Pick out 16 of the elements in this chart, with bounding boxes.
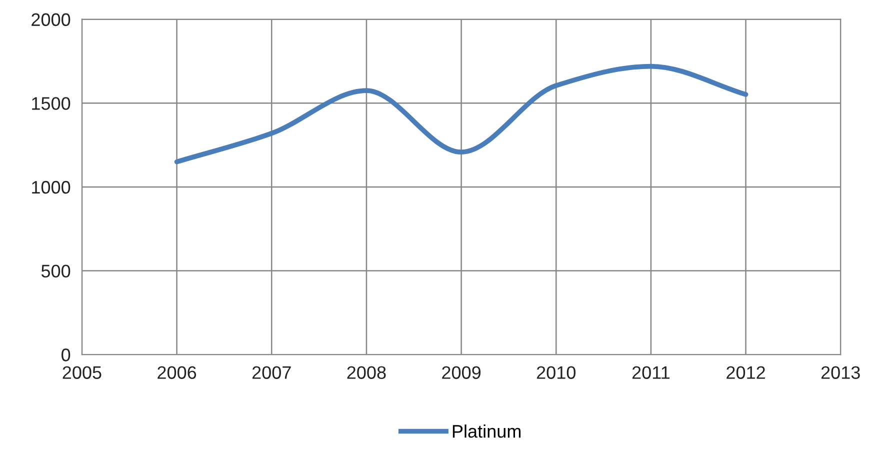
x-tick-label: 2006 xyxy=(158,366,196,379)
legend-label: Platinum xyxy=(452,424,520,438)
line-series xyxy=(174,64,748,164)
x-tick-label: 2013 xyxy=(821,366,860,379)
x-tick-label: 2009 xyxy=(442,366,481,379)
x-tick-label: 2005 xyxy=(62,366,102,379)
x-tick-label: 2007 xyxy=(252,366,291,379)
y-tick-label: 0 xyxy=(62,348,70,362)
y-tick-label: 500 xyxy=(41,264,70,278)
y-tick-label: 2000 xyxy=(32,13,70,26)
x-tick-label: 2008 xyxy=(347,366,386,379)
x-tick-label: 2010 xyxy=(536,366,576,379)
y-tick-label: 1500 xyxy=(32,97,70,110)
x-tick-label: 2011 xyxy=(632,366,670,379)
x-tick-label: 2012 xyxy=(726,366,765,379)
y-tick-label: 1000 xyxy=(32,180,70,194)
